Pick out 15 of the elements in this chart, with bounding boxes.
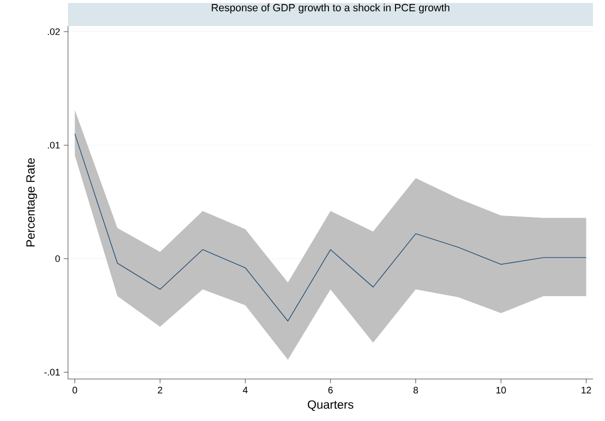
x-tick-label: 12 <box>582 386 591 394</box>
x-axis-title: Quarters <box>308 400 354 411</box>
x-tick-label: 8 <box>414 386 418 394</box>
x-tick-label: 4 <box>242 386 248 394</box>
y-tick-label: 0 <box>55 255 60 262</box>
y-tick-label: .02 <box>48 28 60 36</box>
y-axis-title: Percentage Rate <box>26 158 38 246</box>
line-series <box>74 133 587 322</box>
x-tick-label: 0 <box>72 386 78 394</box>
y-tick-label: .01 <box>48 142 60 149</box>
y-tick-label: -.01 <box>44 368 60 376</box>
x-tick-label: 6 <box>328 386 333 394</box>
x-tick-label: 10 <box>496 386 506 394</box>
chart-title: Response of GDP growth to a shock in PCE growth <box>212 4 450 14</box>
x-tick-label: 2 <box>158 386 162 394</box>
